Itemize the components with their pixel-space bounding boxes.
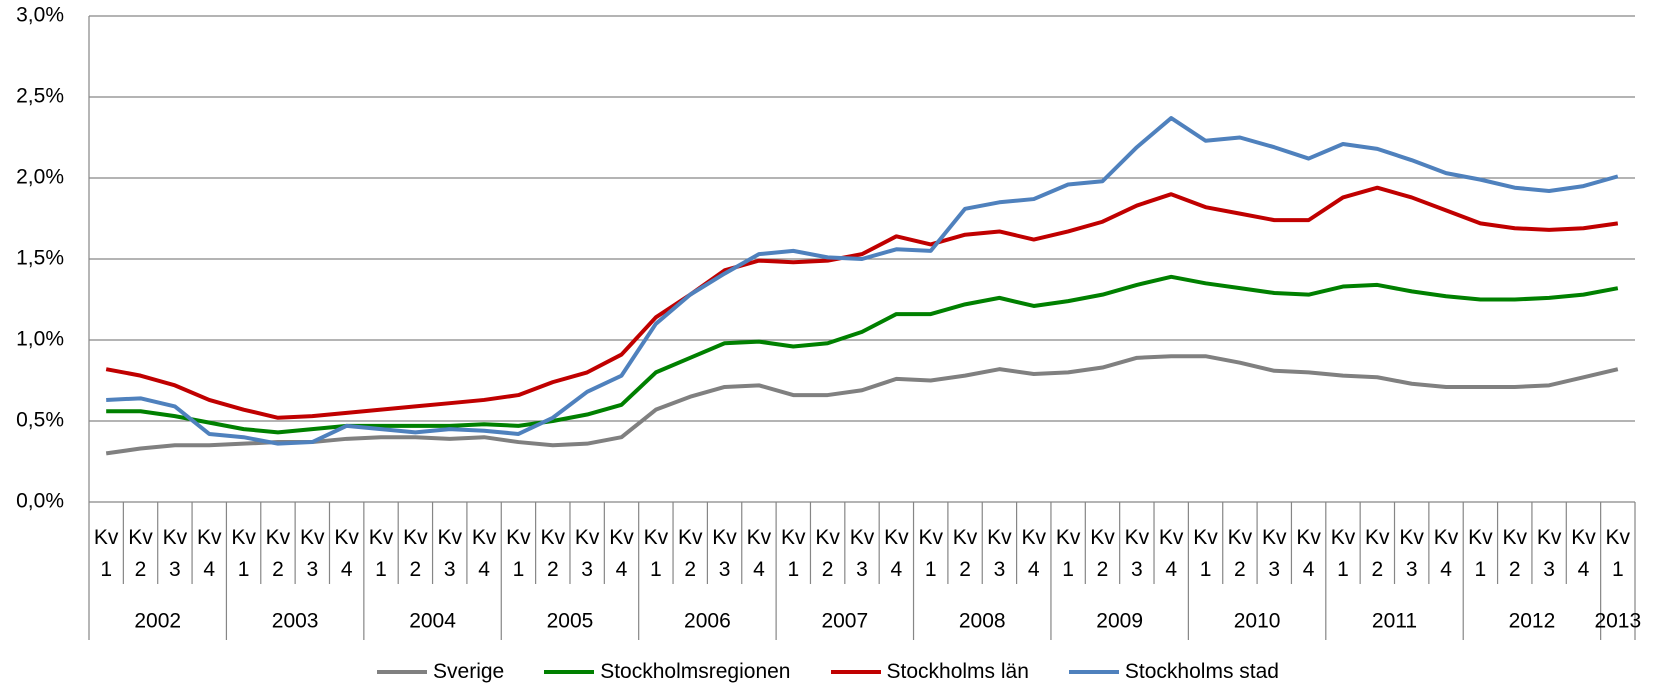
x-tick-label: Kv 2 [1227, 526, 1253, 581]
x-group-label: 2007 [821, 610, 868, 633]
x-tick-label: Kv 1 [1468, 526, 1493, 581]
x-group-label: 2006 [684, 610, 731, 633]
x-tick-label: Kv 3 [987, 526, 1012, 581]
x-tick-label: Kv 1 [93, 526, 119, 581]
legend-swatch [377, 670, 428, 674]
x-group-label: 2009 [1096, 610, 1143, 633]
x-tick-label: Kv 4 [471, 526, 497, 581]
legend: Sverige Stockholmsregionen Stockholms län S… [0, 660, 1656, 684]
series-line [105, 185, 1619, 420]
legend-item: Stockholms stad [1068, 660, 1279, 684]
x-tick-label: Kv 4 [334, 526, 359, 581]
x-tick-label: Kv 2 [1365, 526, 1390, 581]
x-group-label: 2005 [547, 610, 594, 633]
y-tick-label: 2,5% [16, 85, 64, 108]
x-tick-label: Kv 2 [540, 526, 566, 581]
x-tick-label: Kv 3 [300, 526, 325, 581]
x-tick-label: Kv 4 [1158, 526, 1184, 581]
x-tick-label: Kv 4 [1433, 526, 1459, 581]
legend-label: Sverige [433, 660, 505, 683]
series-line [106, 274, 1619, 435]
x-tick-label: Kv 2 [128, 526, 153, 581]
x-tick-label: Kv 2 [815, 526, 840, 581]
x-tick-label: Kv 1 [918, 526, 943, 581]
x-tick-label: Kv 1 [1055, 526, 1081, 581]
x-group-label: 2011 [1372, 610, 1417, 633]
x-tick-label: Kv 2 [1090, 526, 1115, 581]
x-tick-label: Kv 1 [1605, 526, 1631, 581]
x-tick-label: Kv 4 [1571, 526, 1596, 581]
x-tick-label: Kv 1 [781, 526, 806, 581]
x-tick-label: Kv 2 [403, 526, 428, 581]
x-tick-label: Kv 4 [884, 526, 909, 581]
x-tick-label: Kv 2 [677, 526, 703, 581]
legend-swatch [830, 670, 881, 674]
x-tick-label: Kv 1 [643, 526, 669, 581]
legend-swatch [544, 670, 595, 674]
x-tick-label: Kv 3 [849, 526, 875, 581]
x-tick-label: Kv 4 [1021, 526, 1047, 581]
legend-item: Stockholmsregionen [544, 660, 791, 684]
legend-swatch [1068, 670, 1119, 674]
legend-item: Sverige [377, 660, 504, 684]
legend-label: Stockholms stad [1124, 660, 1279, 683]
x-tick-label: Kv 1 [231, 526, 256, 581]
x-tick-label: Kv 3 [162, 526, 188, 581]
x-tick-label: Kv 1 [368, 526, 394, 581]
x-tick-label: Kv 3 [437, 526, 462, 581]
x-tick-label: Kv 4 [609, 526, 634, 581]
series-line [105, 354, 1619, 456]
series-line [106, 116, 1619, 446]
x-tick-label: Kv 4 [196, 526, 222, 581]
x-tick-label: Kv 3 [1536, 526, 1562, 581]
x-tick-label: Kv 4 [746, 526, 772, 581]
x-tick-label: Kv 3 [1399, 526, 1424, 581]
x-group-label: 2002 [134, 610, 181, 633]
x-group-label: 2013 [1594, 610, 1641, 633]
x-tick-label: Kv 1 [1330, 526, 1356, 581]
y-tick-label: 2,0% [16, 166, 64, 189]
y-tick-label: 0,5% [16, 409, 64, 432]
y-tick-label: 0,0% [16, 490, 64, 513]
x-group-label: 2003 [272, 610, 319, 633]
x-group-label: 2012 [1509, 610, 1556, 633]
x-tick-label: Kv 3 [1124, 526, 1150, 581]
x-tick-label: Kv 4 [1296, 526, 1321, 581]
x-group-label: 2004 [409, 610, 456, 633]
x-tick-label: Kv 2 [1502, 526, 1527, 581]
x-tick-label: Kv 2 [265, 526, 291, 581]
x-tick-label: Kv 2 [952, 526, 978, 581]
y-tick-label: 1,0% [16, 328, 64, 351]
x-tick-label: Kv 3 [574, 526, 600, 581]
x-tick-label: Kv 1 [1193, 526, 1218, 581]
x-tick-label: Kv 3 [1261, 526, 1287, 581]
y-tick-label: 1,5% [16, 247, 64, 270]
legend-label: Stockholms län [886, 660, 1029, 683]
x-tick-label: Kv 1 [506, 526, 531, 581]
x-group-label: 2010 [1234, 610, 1281, 633]
x-group-label: 2008 [959, 610, 1006, 633]
legend-item: Stockholms län [830, 660, 1029, 684]
x-tick-label: Kv 3 [712, 526, 737, 581]
y-tick-label: 3,0% [16, 4, 64, 27]
legend-label: Stockholmsregionen [600, 660, 791, 683]
